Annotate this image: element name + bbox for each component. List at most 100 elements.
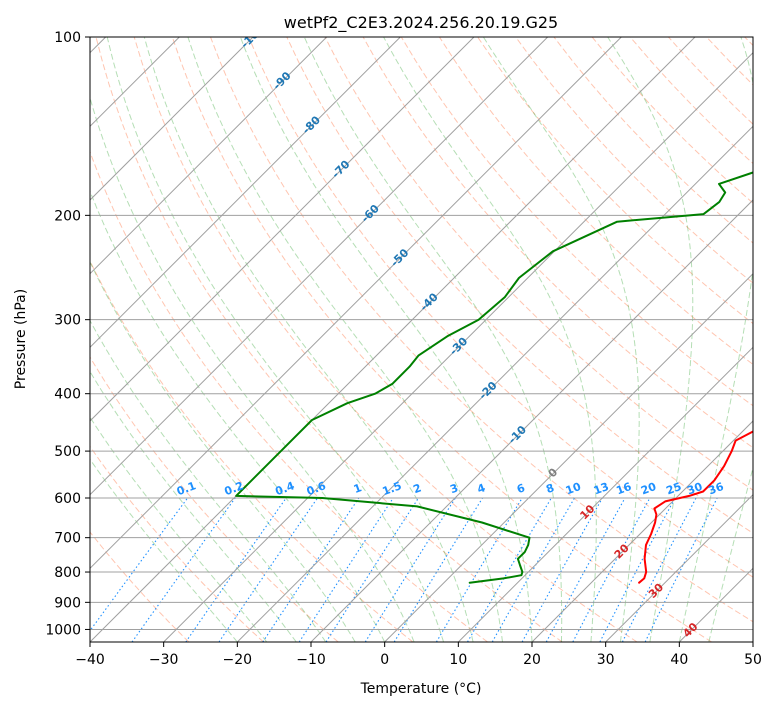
isotherm-line <box>90 37 401 349</box>
moist-adiabat-line <box>90 458 238 642</box>
mixing-ratio-label: 0.1 <box>175 479 198 498</box>
dry-adiabat-line <box>133 37 638 642</box>
x-axis-label: Temperature (°C) <box>360 681 482 697</box>
moist-adiabat-line <box>90 260 356 642</box>
isotherm-line <box>163 51 753 642</box>
dry-adiabat-line <box>515 37 753 284</box>
isotherm-gridlines <box>90 37 753 642</box>
dewpoint-profile <box>235 171 753 584</box>
mixing-ratio-labels: 0.1 0.2 0.4 0.6 1 1.5 2 3 4 6 8 10 13 16 20 25 30 36 <box>175 479 726 498</box>
isotherm-line <box>90 37 328 275</box>
mixing-ratio-line <box>90 497 189 632</box>
moist-adiabat-line <box>106 37 445 642</box>
dry-adiabat-line <box>210 37 753 623</box>
dry-adiabat-line <box>90 531 190 642</box>
mixing-ratio-label: 13 <box>592 480 611 497</box>
x-tick-label: 30 <box>597 652 615 668</box>
dry-adiabat-line <box>90 150 488 642</box>
mixing-ratio-label: 0.6 <box>305 479 328 498</box>
mixing-ratio-label: 25 <box>664 480 683 497</box>
y-tick-label: 100 <box>54 30 81 46</box>
dry-adiabat-line <box>90 445 264 642</box>
x-tick-label: 50 <box>744 652 762 668</box>
x-tick-label: −20 <box>223 652 253 668</box>
mixing-ratio-label: 2 <box>411 481 423 496</box>
profiles <box>235 171 753 584</box>
dry-adiabat-line <box>248 37 753 578</box>
mixing-ratio-line <box>393 497 483 642</box>
isotherm-line <box>90 37 696 642</box>
mixing-ratio-label: 0.2 <box>223 479 246 498</box>
y-tick-label: 600 <box>54 491 81 507</box>
mixing-ratio-label: 16 <box>614 480 633 498</box>
mixing-ratio-line <box>644 497 718 642</box>
y-tick-label: 1000 <box>45 622 81 638</box>
moist-adiabat-line <box>143 37 474 642</box>
isotherm-line <box>531 420 753 642</box>
mixing-ratio-label: 10 <box>564 480 583 498</box>
y-tick-label: 800 <box>54 565 81 581</box>
isobar-gridlines <box>90 37 753 630</box>
x-tick-label: 0 <box>380 652 389 668</box>
plot-area: -100-90-80-70-60-50-40-30-20-10010203040… <box>90 37 753 642</box>
mixing-ratio-label: 1 <box>352 481 364 496</box>
mixing-ratio-line <box>572 497 651 642</box>
moist-adiabat-line <box>187 37 503 642</box>
isotherm-line <box>457 346 753 642</box>
mixing-ratio-line <box>364 497 456 642</box>
moist-adiabat-line <box>90 370 297 642</box>
x-tick-label: 20 <box>523 652 541 668</box>
y-axis-label: Pressure (hPa) <box>13 289 29 389</box>
mixing-ratio-label: 20 <box>639 480 658 498</box>
temperature-profile <box>638 430 753 584</box>
mixing-ratio-lines <box>90 497 718 642</box>
dry-adiabat-line <box>438 37 753 366</box>
moist-adiabat-line <box>607 37 694 642</box>
isotherm-line <box>310 199 753 642</box>
mixing-ratio-label: 36 <box>707 480 726 498</box>
mixing-ratio-label: 30 <box>685 480 704 498</box>
isotherm-line <box>90 37 549 496</box>
moist-adiabat-line <box>90 189 386 642</box>
isotherm-line <box>605 493 753 642</box>
isotherm-line <box>90 37 622 570</box>
isotherm-line <box>236 125 753 642</box>
y-tick-label: 400 <box>54 387 81 403</box>
x-tick-label: −10 <box>296 652 326 668</box>
dry-adiabat-line <box>400 37 753 407</box>
moist-adiabat-line <box>239 37 533 642</box>
mixing-ratio-label: 1.5 <box>381 479 404 498</box>
chart-title: wetPf2_C2E3.2024.256.20.19.G25 <box>284 13 558 33</box>
y-tick-label: 500 <box>54 444 81 460</box>
mixing-ratio-label: 4 <box>476 481 488 496</box>
mixing-ratio-line <box>262 497 360 642</box>
moist-adiabat-line <box>90 416 268 642</box>
isotherm-line <box>90 37 475 422</box>
mixing-ratio-line <box>435 497 523 642</box>
moist-adiabat-line <box>482 37 640 642</box>
mixing-ratio-line <box>599 497 676 642</box>
y-tick-label: 700 <box>54 531 81 547</box>
mixing-ratio-line <box>131 497 236 642</box>
x-tick-label: 10 <box>449 652 467 668</box>
mixing-ratio-label: 6 <box>515 481 527 496</box>
isotherm-line <box>90 37 254 201</box>
plot-frame <box>89 36 754 643</box>
moist-adiabat-line <box>383 37 597 642</box>
x-tick-label: −40 <box>75 652 105 668</box>
x-tick-label: 40 <box>670 652 688 668</box>
moist-adiabat-line <box>678 37 753 642</box>
x-axis-ticks: −40 −30 −20 −10 0 10 20 30 40 50 <box>75 642 762 668</box>
dry-adiabat-line <box>95 37 563 642</box>
y-tick-label: 900 <box>54 595 81 611</box>
mixing-ratio-label: 3 <box>448 481 460 496</box>
mixing-ratio-label: 8 <box>544 481 556 496</box>
mixing-ratio-line <box>621 497 697 642</box>
moist-adiabat-line <box>303 37 563 642</box>
y-tick-label: 300 <box>54 313 81 329</box>
y-tick-label: 200 <box>54 208 81 224</box>
isotherm-line <box>384 272 753 642</box>
mixing-ratio-label: 0.4 <box>274 479 297 498</box>
